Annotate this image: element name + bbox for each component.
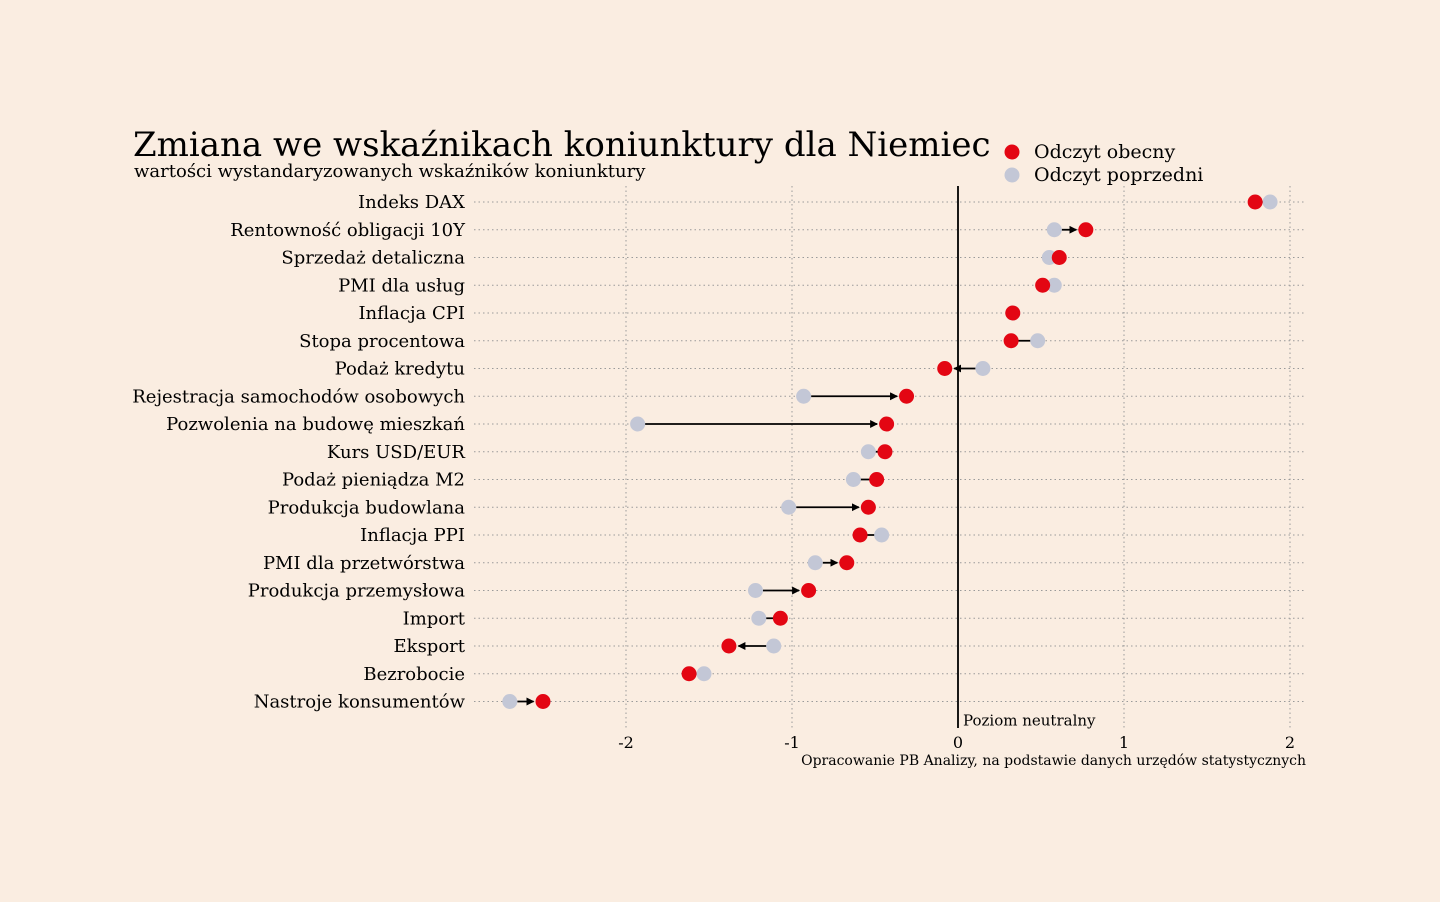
current-point (721, 638, 737, 654)
previous-point (747, 583, 763, 598)
category-label: Indeks DAX (358, 192, 465, 213)
category-label: Pozwolenia na budowę mieszkań (166, 414, 465, 435)
previous-point (1262, 194, 1278, 210)
legend: Odczyt obecny Odczyt poprzedni (1004, 141, 1203, 186)
x-tick-label: -1 (784, 733, 800, 752)
category-label: Sprzedaż detaliczna (281, 248, 465, 269)
previous-point (845, 472, 861, 487)
category-label: Produkcja budowlana (268, 497, 466, 518)
category-label: PMI dla przetwórstwa (263, 553, 465, 574)
neutral-level-annotation: Poziom neutralny (963, 712, 1096, 730)
category-label: Kurs USD/EUR (327, 442, 466, 463)
chart-title: Zmiana we wskaźnikach koniunktury dla Ni… (133, 125, 991, 165)
current-point (899, 388, 915, 404)
source-note: Opracowanie PB Analizy, na podstawie dan… (801, 753, 1306, 769)
previous-point (696, 666, 712, 682)
current-point (1003, 333, 1019, 349)
current-point (839, 555, 855, 571)
current-point (1247, 194, 1263, 210)
category-label: Stopa procentowa (299, 331, 465, 352)
data-marks (502, 194, 1278, 709)
category-label: Bezrobocie (363, 664, 465, 685)
category-label: Inflacja CPI (358, 303, 465, 324)
current-point (772, 610, 788, 626)
current-point (869, 472, 885, 487)
previous-point (975, 361, 991, 376)
current-point (852, 527, 868, 543)
x-tick-label: -2 (618, 733, 634, 752)
x-axis-ticks: -2 -1 0 1 2 (618, 733, 1295, 752)
previous-point (1046, 277, 1062, 293)
current-point (879, 416, 895, 432)
category-label: Rejestracja samochodów osobowych (132, 386, 465, 407)
x-tick-label: 1 (1119, 733, 1129, 752)
legend-previous-label: Odczyt poprzedni (1034, 164, 1203, 186)
previous-point (630, 416, 646, 432)
current-point (937, 361, 953, 376)
legend-current-marker (1004, 144, 1020, 160)
chart-subtitle: wartości wystandaryzowanych wskaźników k… (134, 161, 646, 182)
current-point (801, 583, 817, 598)
previous-point (1046, 222, 1062, 238)
legend-previous-marker (1004, 167, 1020, 183)
current-point (877, 444, 893, 460)
category-label: Inflacja PPI (360, 525, 465, 546)
previous-point (751, 610, 767, 626)
current-point (1051, 250, 1067, 265)
category-label: Eksport (394, 636, 466, 657)
category-label: Podaż pieniądza M2 (282, 470, 465, 491)
category-label: Import (403, 608, 466, 629)
previous-point (874, 527, 890, 543)
current-point (860, 499, 876, 515)
category-labels: Indeks DAX Rentowność obligacji 10Y Sprzed… (132, 192, 466, 713)
previous-point (781, 499, 797, 515)
category-label: Rentowność obligacji 10Y (230, 220, 466, 241)
x-tick-label: 0 (953, 733, 963, 752)
previous-point (796, 388, 812, 404)
previous-point (766, 638, 782, 654)
current-point (1035, 277, 1051, 293)
category-label: Nastroje konsumentów (254, 692, 466, 713)
current-point (535, 694, 551, 709)
x-tick-label: 2 (1285, 733, 1295, 752)
category-label: Produkcja przemysłowa (248, 581, 466, 602)
category-label: PMI dla usług (338, 275, 465, 296)
previous-point (807, 555, 823, 571)
previous-point (860, 444, 876, 460)
category-label: Podaż kredytu (335, 359, 465, 380)
previous-point (1030, 333, 1046, 349)
current-point (1078, 222, 1094, 238)
current-point (1005, 305, 1021, 321)
previous-point (502, 694, 518, 709)
current-point (681, 666, 697, 682)
legend-current-label: Odczyt obecny (1034, 141, 1176, 163)
